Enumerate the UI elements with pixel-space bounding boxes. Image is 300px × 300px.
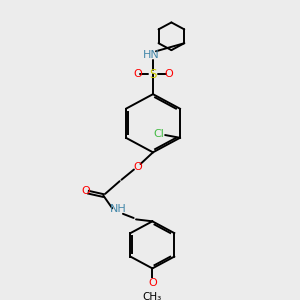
Text: CH₃: CH₃ bbox=[143, 292, 162, 300]
Text: O: O bbox=[133, 162, 142, 172]
Text: NH: NH bbox=[110, 204, 127, 214]
Text: O: O bbox=[164, 69, 173, 79]
Text: O: O bbox=[148, 278, 157, 288]
Text: O: O bbox=[81, 186, 90, 196]
Text: S: S bbox=[149, 68, 157, 81]
Text: Cl: Cl bbox=[153, 130, 164, 140]
Text: O: O bbox=[133, 69, 142, 79]
Text: HN: HN bbox=[143, 50, 160, 60]
